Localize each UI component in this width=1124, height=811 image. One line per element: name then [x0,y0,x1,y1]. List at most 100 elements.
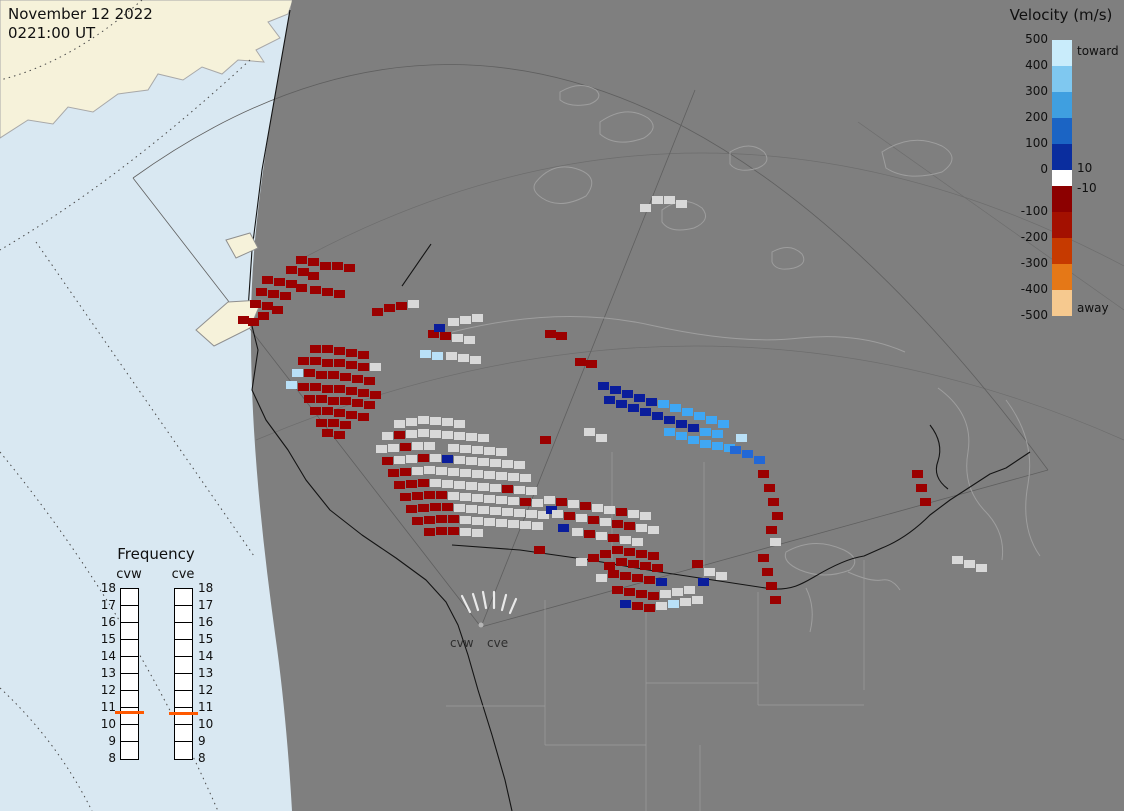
velocity-cell [680,598,691,606]
velocity-cell [624,522,635,530]
colorbar-segment [1052,92,1072,118]
velocity-cell [704,568,715,576]
colorbar-segment [1052,186,1072,212]
velocity-cell [466,433,477,441]
velocity-cell [436,527,447,535]
velocity-cell [698,578,709,586]
velocity-cell [676,432,687,440]
ladder-cell [175,640,192,657]
velocity-cell [370,363,381,371]
velocity-cell [400,493,411,501]
velocity-cell [596,574,607,582]
velocity-cell [322,407,333,415]
velocity-cell [730,446,741,454]
velocity-cell [424,491,435,499]
velocity-cell [428,330,439,338]
velocity-cell [612,586,623,594]
colorbar-segment [1052,40,1072,66]
radar-site-dot [478,622,484,628]
velocity-cell [556,498,567,506]
velocity-cell [640,562,651,570]
map-outlines-gray [451,316,1041,633]
velocity-cell [280,292,291,300]
velocity-cell [448,318,459,326]
velocity-cell [358,389,369,397]
velocity-cell [442,418,453,426]
velocity-cell [952,556,963,564]
velocity-cell [694,412,705,420]
velocity-cell [262,302,273,310]
velocity-cell [622,390,633,398]
velocity-cell [352,375,363,383]
velocity-cell [310,357,321,365]
velocity-cell [334,359,345,367]
velocity-cell [310,383,321,391]
velocity-cell [604,562,615,570]
velocity-cell [652,196,663,204]
velocity-cell [446,352,457,360]
velocity-cell [700,440,711,448]
ladder-cell [121,589,138,606]
velocity-cell [268,290,279,298]
velocity-cell [388,444,399,452]
velocity-cell [272,306,283,314]
ladder-cell [175,657,192,674]
velocity-cell [700,428,711,436]
colorbar-segment [1052,66,1072,92]
velocity-cell [736,434,747,442]
velocity-cell [688,424,699,432]
velocity-cell [770,596,781,604]
velocity-cell [376,445,387,453]
velocity-cell [520,474,531,482]
velocity-cell [322,345,333,353]
velocity-cell [664,416,675,424]
velocity-cell [430,503,441,511]
ladder-cell [121,623,138,640]
velocity-cell [478,458,489,466]
ladder-cell [121,657,138,674]
velocity-cell [322,288,333,296]
velocity-cell [672,588,683,596]
freq-marker-cve [169,712,198,716]
velocity-cell [436,467,447,475]
freq-column-header-cvw: cvw [116,567,142,582]
velocity-cell [588,516,599,524]
velocity-cell [470,356,481,364]
velocity-cell [372,308,383,316]
velocity-cell [436,515,447,523]
velocity-cell [460,316,471,324]
ladder-cell [175,606,192,623]
velocity-cell [544,496,555,504]
velocity-cell [604,396,615,404]
velocity-cell [584,530,595,538]
velocity-cell [316,419,327,427]
velocity-cell [292,369,303,377]
velocity-cell [916,484,927,492]
freq-tick-label: 12 [198,683,214,697]
velocity-cell [556,332,567,340]
ladder-cell [121,640,138,657]
velocity-cell [632,538,643,546]
timestamp: November 12 2022 0221:00 UT [8,5,153,43]
freq-tick-label: 15 [198,632,214,646]
velocity-cell [502,508,513,516]
velocity-cell [620,572,631,580]
graticule-solid [255,121,1124,441]
ladder-cell [121,725,138,742]
velocity-cell [762,568,773,576]
velocity-tick-label: -500 [1020,308,1048,322]
freq-marker-cvw [115,710,144,714]
velocity-cell [624,588,635,596]
velocity-cell [616,508,627,516]
velocity-cell [308,272,319,280]
velocity-cell [682,408,693,416]
velocity-cell [298,268,309,276]
velocity-cell [620,600,631,608]
velocity-cell [496,519,507,527]
velocity-cell [546,506,557,514]
velocity-cell [442,503,453,511]
velocity-cell [478,434,489,442]
velocity-cell [490,459,501,467]
velocity-cell [466,482,477,490]
